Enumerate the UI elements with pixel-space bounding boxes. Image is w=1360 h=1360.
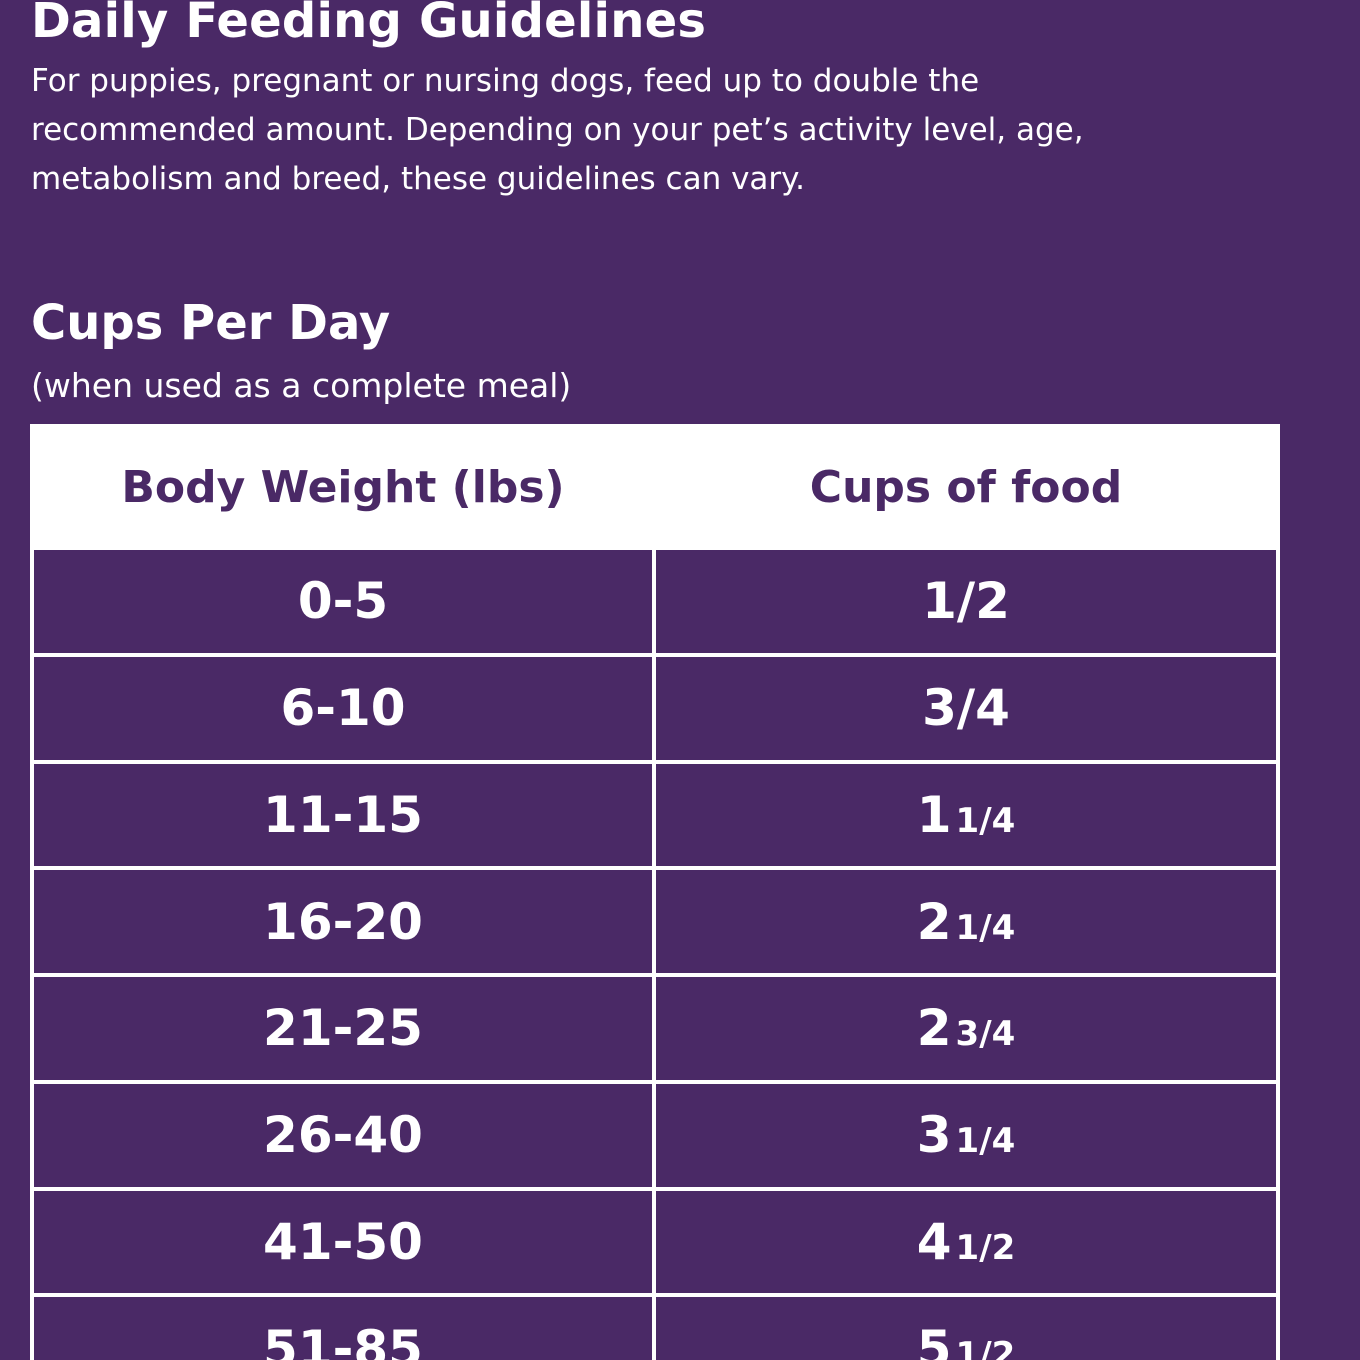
weight-cell: 6-10 (30, 652, 656, 764)
table-row: 51-85 5 1/2 (30, 1293, 1280, 1360)
page-title: Daily Feeding Guidelines (31, 0, 707, 49)
cups-fraction: 3/4 (955, 1014, 1016, 1055)
weight-cell: 51-85 (30, 1293, 656, 1360)
cups-fraction: 1/2 (922, 572, 1010, 631)
cups-fraction: 1/2 (955, 1334, 1016, 1360)
section-title: Cups Per Day (31, 295, 391, 351)
table-header-row: Body Weight (lbs) Cups of food (30, 424, 1280, 550)
weight-cell: 21-25 (30, 973, 656, 1084)
weight-cell: 11-15 (30, 759, 656, 871)
cups-whole: 2 (916, 892, 952, 951)
cups-cell: 2 3/4 (652, 973, 1280, 1084)
cups-whole: 2 (916, 999, 952, 1058)
cups-cell: 1 1/4 (652, 759, 1280, 871)
cups-fraction: 1/4 (955, 1121, 1016, 1162)
section-note: (when used as a complete meal) (31, 366, 572, 405)
cups-whole: 5 (916, 1319, 952, 1360)
cups-cell: 3/4 (652, 652, 1280, 764)
cups-fraction: 1/2 (955, 1227, 1016, 1268)
cups-fraction: 1/4 (955, 800, 1016, 841)
table-row: 41-50 4 1/2 (30, 1186, 1280, 1298)
cups-cell: 1/2 (652, 546, 1280, 657)
table-row: 16-20 2 1/4 (30, 866, 1280, 977)
table-row: 21-25 2 3/4 (30, 973, 1280, 1084)
header-body-weight: Body Weight (lbs) (30, 424, 656, 550)
cups-cell: 5 1/2 (652, 1293, 1280, 1360)
table-row: 0-5 1/2 (30, 546, 1280, 657)
cups-fraction: 3/4 (922, 679, 1010, 738)
cups-whole: 4 (916, 1212, 952, 1271)
cups-cell: 2 1/4 (652, 866, 1280, 977)
weight-cell: 41-50 (30, 1186, 656, 1298)
cups-whole: 3 (916, 1106, 952, 1165)
cups-cell: 4 1/2 (652, 1186, 1280, 1298)
feeding-table: Body Weight (lbs) Cups of food 0-5 1/2 6… (30, 424, 1280, 1360)
table-row: 11-15 1 1/4 (30, 759, 1280, 871)
cups-whole: 1 (916, 785, 952, 844)
weight-cell: 26-40 (30, 1079, 656, 1191)
weight-cell: 16-20 (30, 866, 656, 977)
table-row: 26-40 3 1/4 (30, 1079, 1280, 1191)
weight-cell: 0-5 (30, 546, 656, 657)
table-row: 6-10 3/4 (30, 652, 1280, 764)
cups-cell: 3 1/4 (652, 1079, 1280, 1191)
header-cups-of-food: Cups of food (652, 424, 1280, 550)
intro-paragraph: For puppies, pregnant or nursing dogs, f… (31, 63, 1084, 197)
cups-fraction: 1/4 (955, 907, 1016, 948)
